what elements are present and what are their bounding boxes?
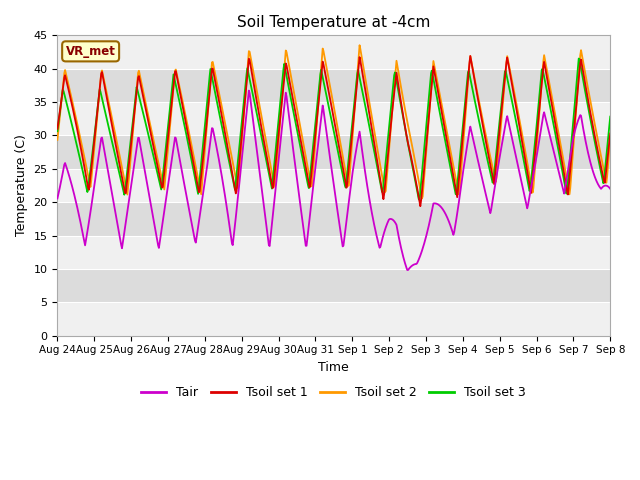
Bar [58,269,611,302]
Bar [58,135,611,169]
Legend: Tair, Tsoil set 1, Tsoil set 2, Tsoil set 3: Tair, Tsoil set 1, Tsoil set 2, Tsoil se… [136,382,531,405]
Bar [58,302,611,336]
Bar [58,69,611,102]
Text: VR_met: VR_met [66,45,116,58]
Bar [58,202,611,236]
Bar [58,36,611,69]
Bar [58,169,611,202]
Bar [58,102,611,135]
Bar [58,236,611,269]
Title: Soil Temperature at -4cm: Soil Temperature at -4cm [237,15,431,30]
X-axis label: Time: Time [319,361,349,374]
Y-axis label: Temperature (C): Temperature (C) [15,134,28,237]
